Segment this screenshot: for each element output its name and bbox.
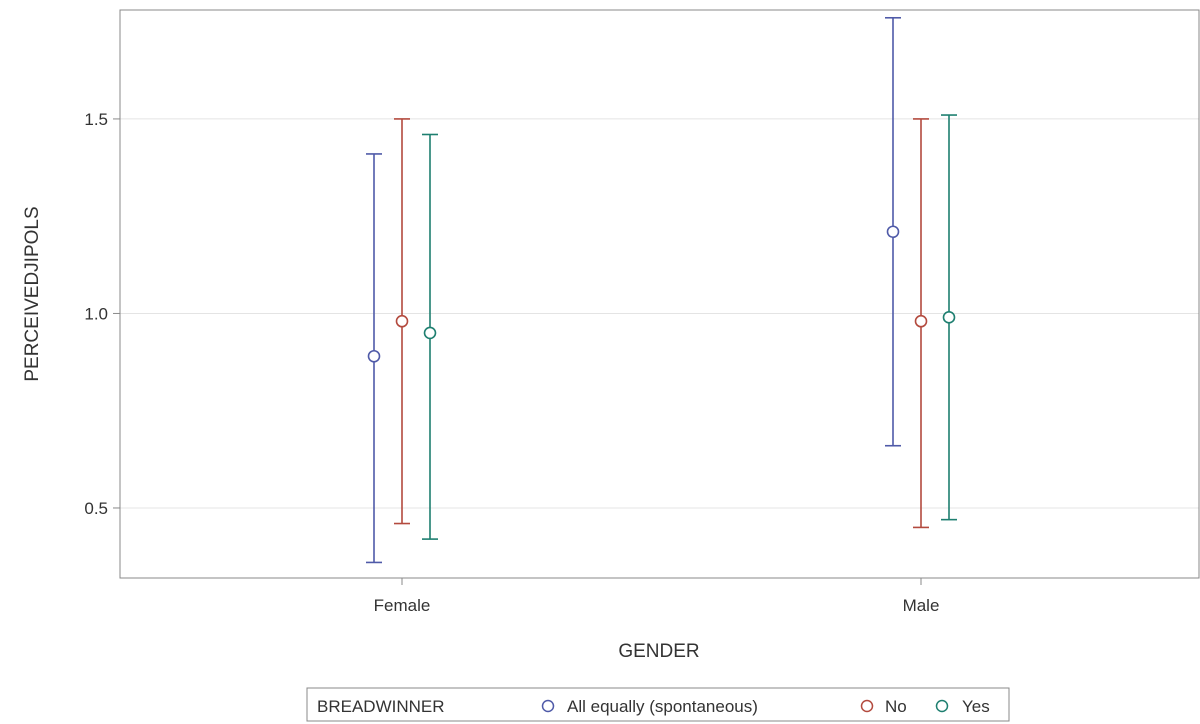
x-tick-label: Female [374,596,431,615]
legend-label: No [885,697,907,716]
mean-point [395,314,409,328]
mean-point [914,314,928,328]
legend-marker [860,699,874,713]
y-axis: 0.5 1.0 1.5 [84,110,120,518]
x-axis: Female Male [374,578,940,615]
legend-frame [306,687,1010,722]
mean-point [942,311,956,324]
legend-title: BREADWINNER [317,697,445,716]
series-0 [366,16,901,564]
mean-point [886,225,900,239]
series-1 [394,118,929,529]
y-tick-label: 1.5 [84,110,108,129]
legend-label: Yes [962,697,990,716]
mean-point [367,349,381,363]
gridlines [120,118,1199,509]
x-tick-label: Male [903,596,940,615]
x-axis-title: GENDER [618,641,699,662]
series-2 [422,114,957,540]
mean-point [423,326,437,340]
legend-entry-all-equally: All equally (spontaneous) [541,697,758,716]
y-axis-title: PERCEIVEDJIPOLS [22,206,43,381]
y-tick-label: 1.0 [84,304,108,323]
legend-label: All equally (spontaneous) [567,697,758,716]
series-layer [366,16,957,564]
plot-frame [119,9,1200,579]
legend: BREADWINNER All equally (spontaneous) No… [306,687,1010,722]
legend-marker [541,699,555,713]
legend-entry-yes: Yes [935,697,990,716]
legend-marker [935,699,949,713]
legend-entry-no: No [860,697,907,716]
y-tick-label: 0.5 [84,499,108,518]
